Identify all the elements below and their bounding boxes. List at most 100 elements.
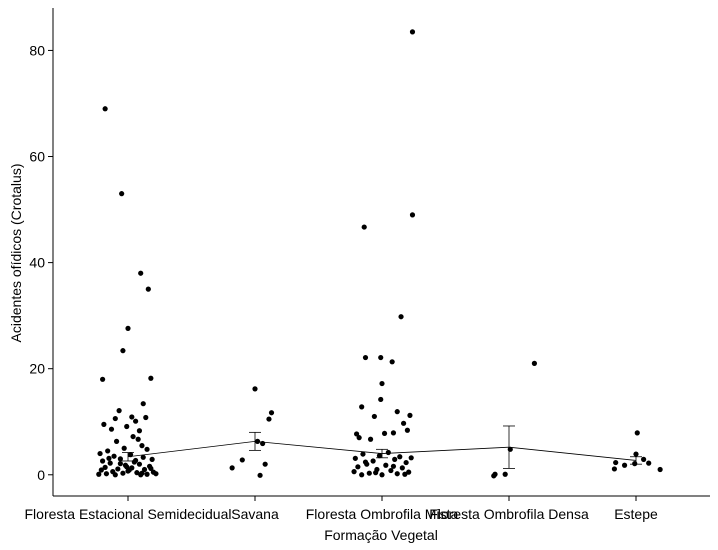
data-point <box>378 396 384 403</box>
data-point <box>148 465 154 472</box>
data-point <box>124 423 130 430</box>
data-point <box>129 414 135 420</box>
y-axis-title: Acidentes ofídicos (Crotalus) <box>8 164 24 343</box>
data-point <box>140 454 146 460</box>
data-point <box>108 426 115 432</box>
data-point <box>354 431 360 437</box>
data-point <box>111 453 117 459</box>
data-point <box>96 471 102 477</box>
data-point <box>399 465 405 471</box>
data-point <box>406 469 412 475</box>
data-point <box>119 191 125 197</box>
data-point <box>390 430 397 436</box>
data-point <box>362 459 369 465</box>
data-point <box>268 410 275 416</box>
data-point <box>144 471 150 477</box>
data-point <box>100 458 106 464</box>
data-point <box>130 433 136 440</box>
data-point <box>361 224 367 230</box>
data-point <box>136 428 143 434</box>
data-point <box>126 467 132 473</box>
x-tick-label: Floresta Ombrofila Densa <box>429 506 589 522</box>
data-point <box>383 462 389 468</box>
data-point <box>139 470 145 476</box>
data-point <box>133 457 139 464</box>
data-point <box>102 464 108 470</box>
x-tick-label: Floresta Ombrofila Mista <box>306 506 459 522</box>
data-point <box>641 456 647 462</box>
data-point <box>403 459 409 466</box>
data-point <box>408 455 414 461</box>
data-point <box>148 375 154 381</box>
data-point <box>389 359 395 365</box>
y-tick-label: 0 <box>37 467 45 483</box>
data-point <box>611 466 618 472</box>
data-point <box>394 471 400 477</box>
data-point <box>117 461 123 467</box>
y-tick-label: 60 <box>29 149 45 165</box>
data-point <box>409 29 416 35</box>
data-point <box>229 465 235 471</box>
data-point <box>102 106 108 112</box>
data-point <box>367 436 374 442</box>
data-point <box>117 456 123 462</box>
data-point <box>144 446 150 452</box>
x-tick-label: Estepe <box>614 506 658 522</box>
data-point <box>149 456 155 462</box>
data-point <box>397 454 403 460</box>
data-point <box>120 470 126 476</box>
y-tick-label: 40 <box>29 255 45 271</box>
data-point <box>100 376 106 382</box>
data-point <box>113 438 120 444</box>
data-point <box>634 430 640 436</box>
data-point <box>613 459 619 466</box>
data-point <box>373 470 379 476</box>
data-point <box>352 455 358 461</box>
data-point <box>252 386 258 392</box>
data-point <box>141 466 148 473</box>
data-point <box>388 467 394 474</box>
data-point <box>97 450 103 457</box>
mean-line-group <box>122 425 642 469</box>
data-points <box>96 29 663 479</box>
data-point <box>531 360 538 366</box>
data-point <box>632 461 638 467</box>
data-point <box>266 416 272 422</box>
data-point <box>140 401 146 407</box>
data-point <box>356 435 362 441</box>
data-point <box>394 409 400 415</box>
data-point <box>400 420 407 426</box>
data-point <box>379 472 385 478</box>
data-point <box>407 412 413 418</box>
data-point <box>633 451 639 457</box>
data-point <box>106 455 112 461</box>
data-point <box>362 354 369 361</box>
data-point <box>366 470 372 476</box>
data-point <box>101 421 107 427</box>
data-point <box>133 418 139 424</box>
data-point <box>371 413 377 420</box>
data-point <box>139 443 145 449</box>
y-tick-label: 20 <box>29 361 45 377</box>
data-point <box>98 467 104 473</box>
data-point <box>392 456 398 462</box>
data-point <box>143 414 149 421</box>
data-point <box>359 472 365 478</box>
data-point <box>134 470 140 476</box>
x-axis-title: Formação Vegetal <box>324 527 438 543</box>
data-point <box>359 404 365 410</box>
data-point <box>398 314 404 320</box>
data-point <box>351 469 357 475</box>
data-point <box>376 453 383 459</box>
data-point <box>103 471 110 477</box>
data-point <box>370 458 376 464</box>
data-point <box>385 449 391 456</box>
data-point <box>390 463 397 469</box>
data-point <box>112 472 118 478</box>
data-point <box>409 212 416 218</box>
data-point <box>121 445 127 451</box>
data-point <box>378 354 384 361</box>
data-point <box>138 270 144 276</box>
data-point <box>621 462 628 468</box>
